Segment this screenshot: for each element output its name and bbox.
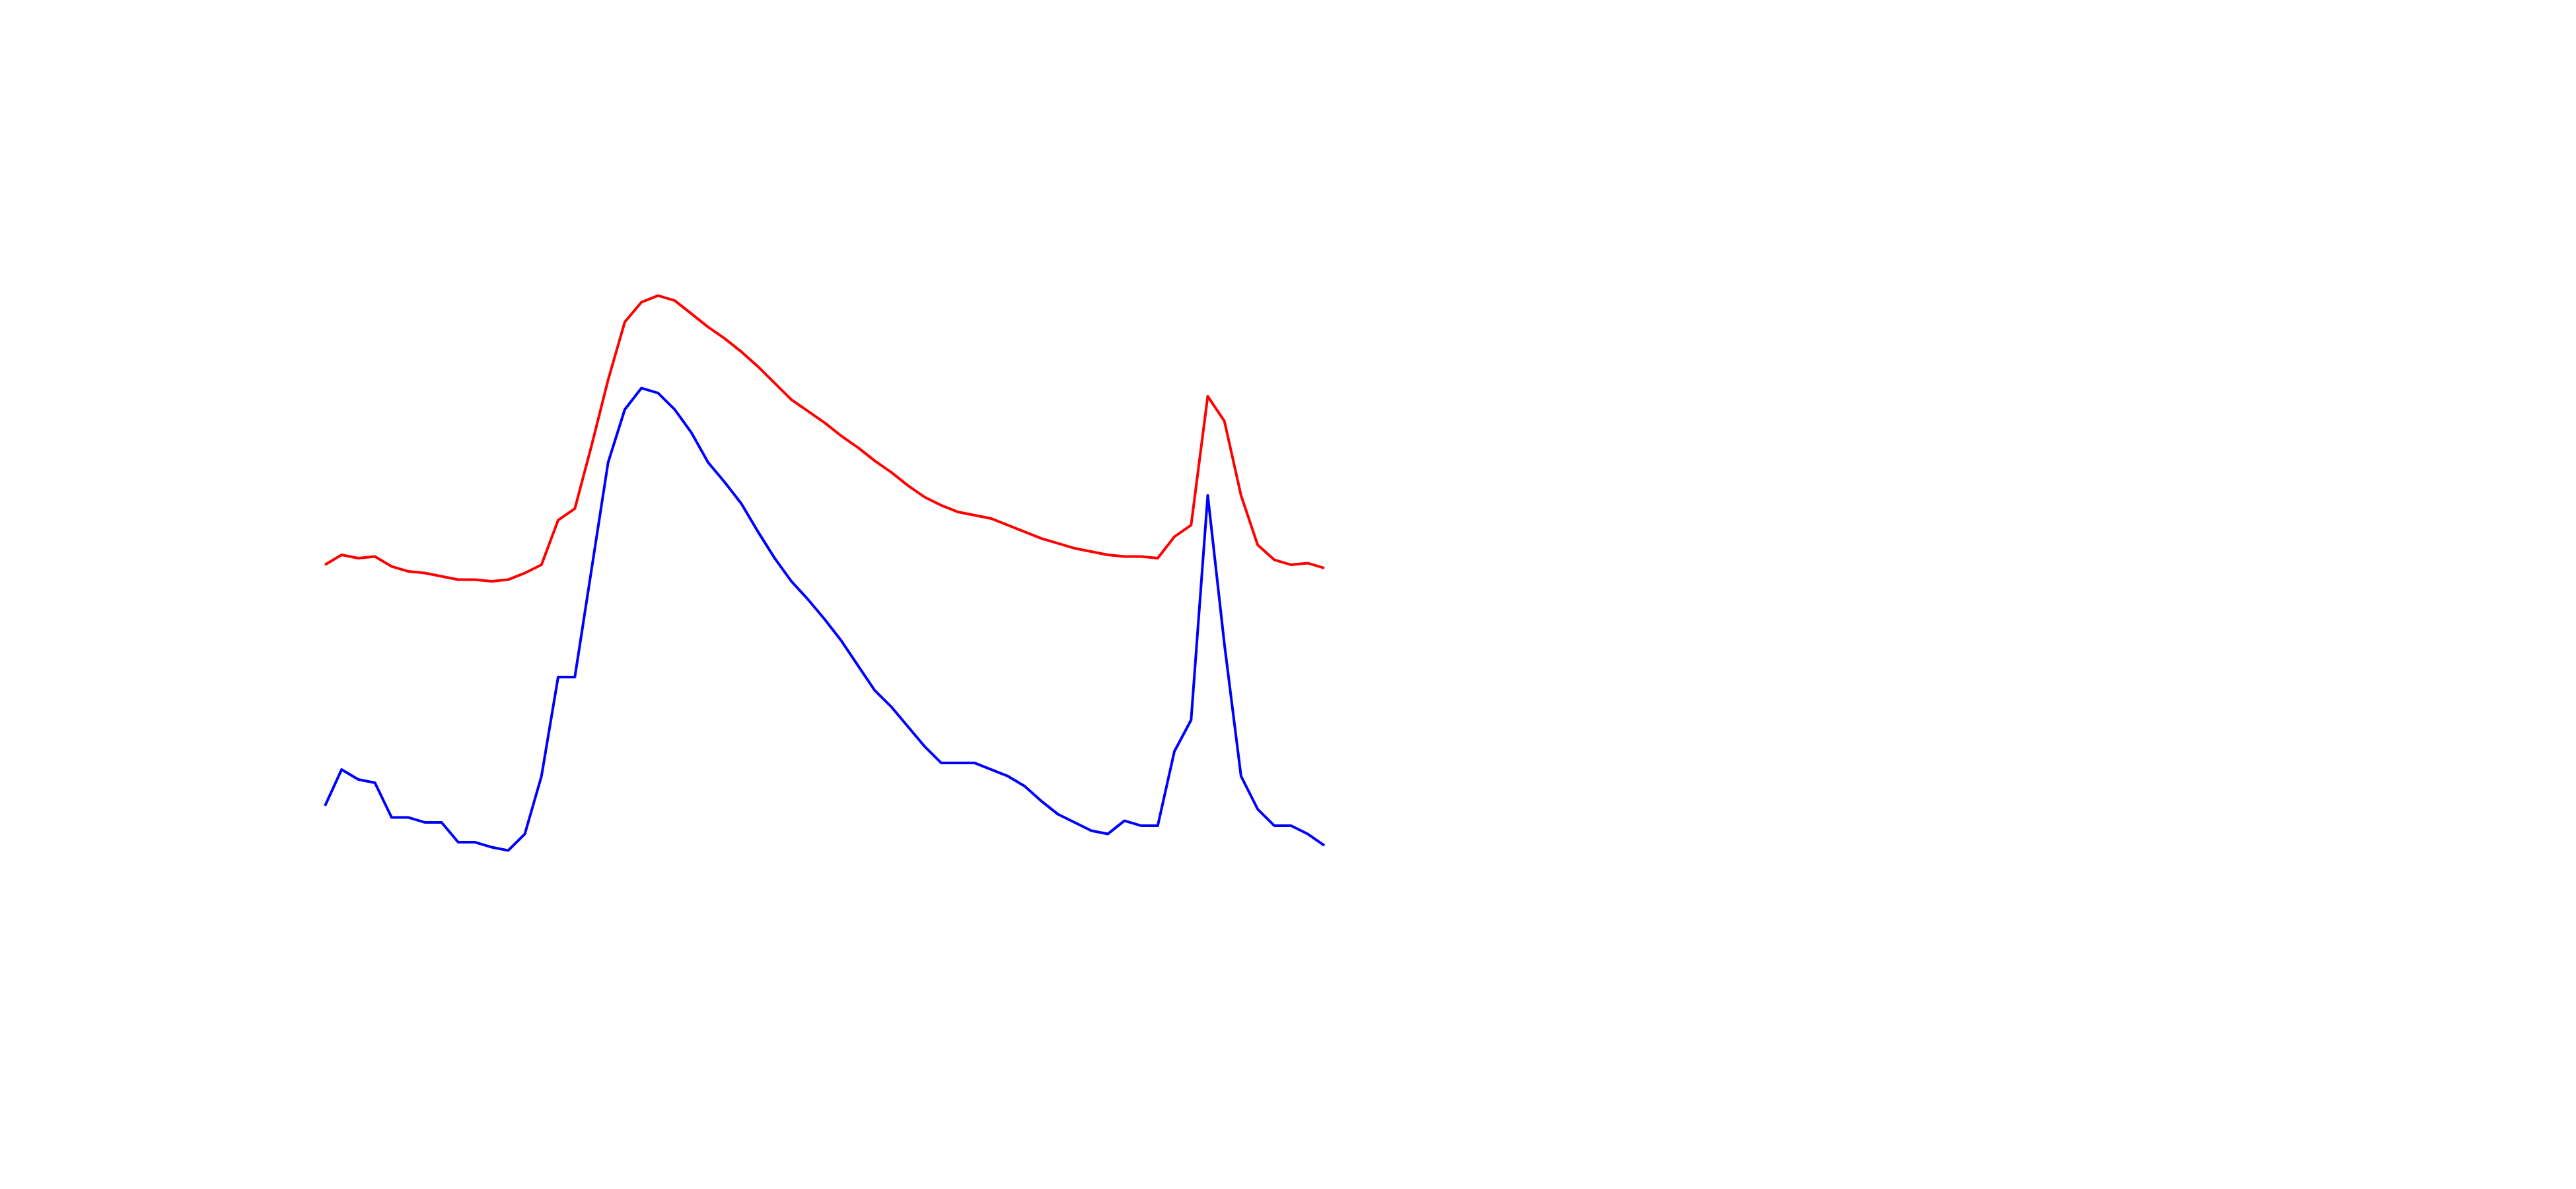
data-line xyxy=(324,386,1326,852)
data-line xyxy=(324,294,1325,583)
